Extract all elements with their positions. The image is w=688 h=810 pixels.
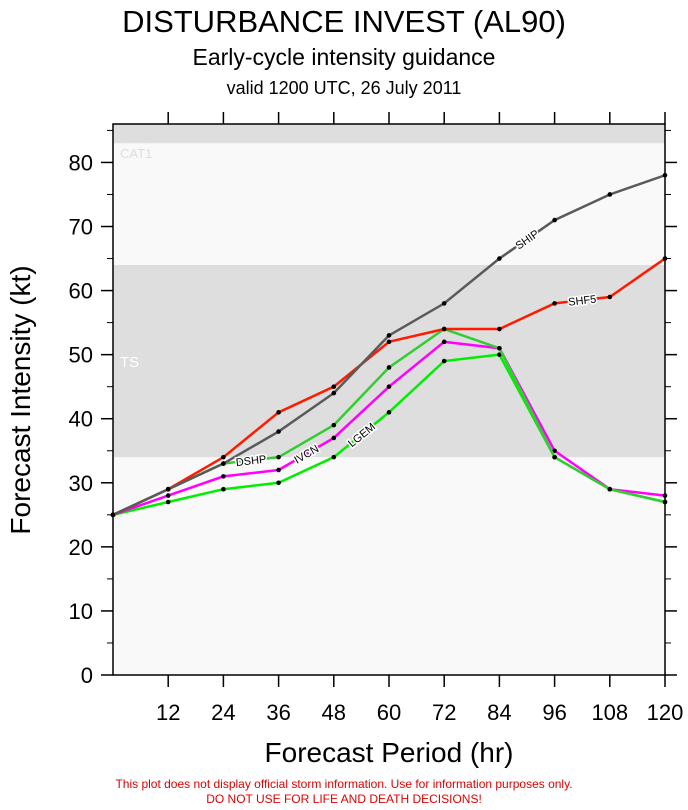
data-point-lgem <box>386 410 392 415</box>
data-point-lgem <box>441 358 447 364</box>
data-point-ship <box>276 429 281 434</box>
data-point-dshp <box>276 454 281 460</box>
data-point-dshp <box>552 454 557 460</box>
y-tick-label: 60 <box>69 279 93 304</box>
data-point-ship <box>165 486 171 492</box>
data-point-ivcn <box>386 384 392 389</box>
data-point-ship <box>331 390 337 396</box>
disclaimer-line-2: DO NOT USE FOR LIFE AND DEATH DECISIONS! <box>206 792 482 806</box>
data-point-lgem <box>331 454 337 460</box>
y-tick-label: 40 <box>69 407 93 432</box>
y-tick-label: 70 <box>69 215 93 240</box>
data-point-ivcn <box>441 339 447 345</box>
data-point-dshp <box>607 486 613 492</box>
data-point-ivcn <box>276 467 281 473</box>
data-point-shf5 <box>386 339 392 345</box>
y-tick-label: 20 <box>69 535 93 560</box>
data-point-lgem <box>165 499 171 505</box>
data-point-shf5 <box>276 410 281 415</box>
y-tick-label: 10 <box>69 599 93 624</box>
data-point-ship <box>552 217 557 223</box>
data-point-ship <box>441 301 447 306</box>
data-point-ivcn <box>221 474 226 479</box>
data-point-ship <box>110 512 116 518</box>
x-tick-label: 12 <box>156 700 180 725</box>
x-tick-label: 84 <box>487 700 511 725</box>
x-tick-label: 60 <box>377 700 401 725</box>
data-point-lgem <box>221 486 226 492</box>
series-label-dshp: DSHP <box>235 454 267 469</box>
data-point-ship <box>497 256 502 261</box>
data-point-ship <box>607 192 613 197</box>
disclaimer-line-1: This plot does not display official stor… <box>115 777 572 791</box>
data-point-shf5 <box>497 326 502 332</box>
data-point-shf5 <box>552 301 557 306</box>
band-label: CAT1 <box>120 146 152 161</box>
data-point-ivcn <box>165 493 171 498</box>
data-point-lgem <box>276 480 281 486</box>
data-point-shf5 <box>441 326 447 332</box>
data-point-dshp <box>331 422 337 428</box>
data-point-lgem <box>497 352 502 357</box>
x-tick-label: 24 <box>211 700 235 725</box>
y-tick-label: 30 <box>69 471 93 496</box>
data-point-ivcn <box>552 448 557 454</box>
data-point-ivcn <box>331 435 337 441</box>
x-tick-label: 96 <box>542 700 566 725</box>
data-point-dshp <box>386 365 392 370</box>
x-tick-label: 48 <box>322 700 346 725</box>
x-tick-label: 72 <box>432 700 456 725</box>
x-axis-label: Forecast Period (hr) <box>265 737 514 768</box>
band-label: CAT2 <box>120 127 152 142</box>
data-point-shf5 <box>331 384 337 389</box>
data-point-shf5 <box>662 256 668 261</box>
chart-title: DISTURBANCE INVEST (AL90) <box>122 4 566 39</box>
y-axis-label: Forecast Intensity (kt) <box>5 265 36 534</box>
data-point-dshp <box>497 345 502 351</box>
x-tick-label: 36 <box>266 700 290 725</box>
data-point-shf5 <box>607 294 613 300</box>
data-point-ship <box>662 172 668 178</box>
band-label: TS <box>120 354 139 371</box>
chart-valid-time: valid 1200 UTC, 26 July 2011 <box>227 78 462 98</box>
data-point-ship <box>386 333 392 338</box>
band-cat2 <box>113 124 665 144</box>
y-tick-label: 0 <box>81 663 93 688</box>
y-tick-label: 50 <box>69 343 93 368</box>
band-ts <box>113 264 665 458</box>
series-label-shf5: SHF5 <box>568 294 597 309</box>
band-cat1 <box>113 143 665 265</box>
data-point-ship <box>221 461 226 466</box>
data-point-dshp <box>662 499 668 505</box>
x-tick-label: 108 <box>591 700 628 725</box>
chart-subtitle: Early-cycle intensity guidance <box>193 44 496 70</box>
data-point-ivcn <box>662 493 668 498</box>
y-tick-label: 80 <box>69 150 93 175</box>
x-tick-label: 120 <box>647 700 684 725</box>
data-point-shf5 <box>221 454 226 460</box>
